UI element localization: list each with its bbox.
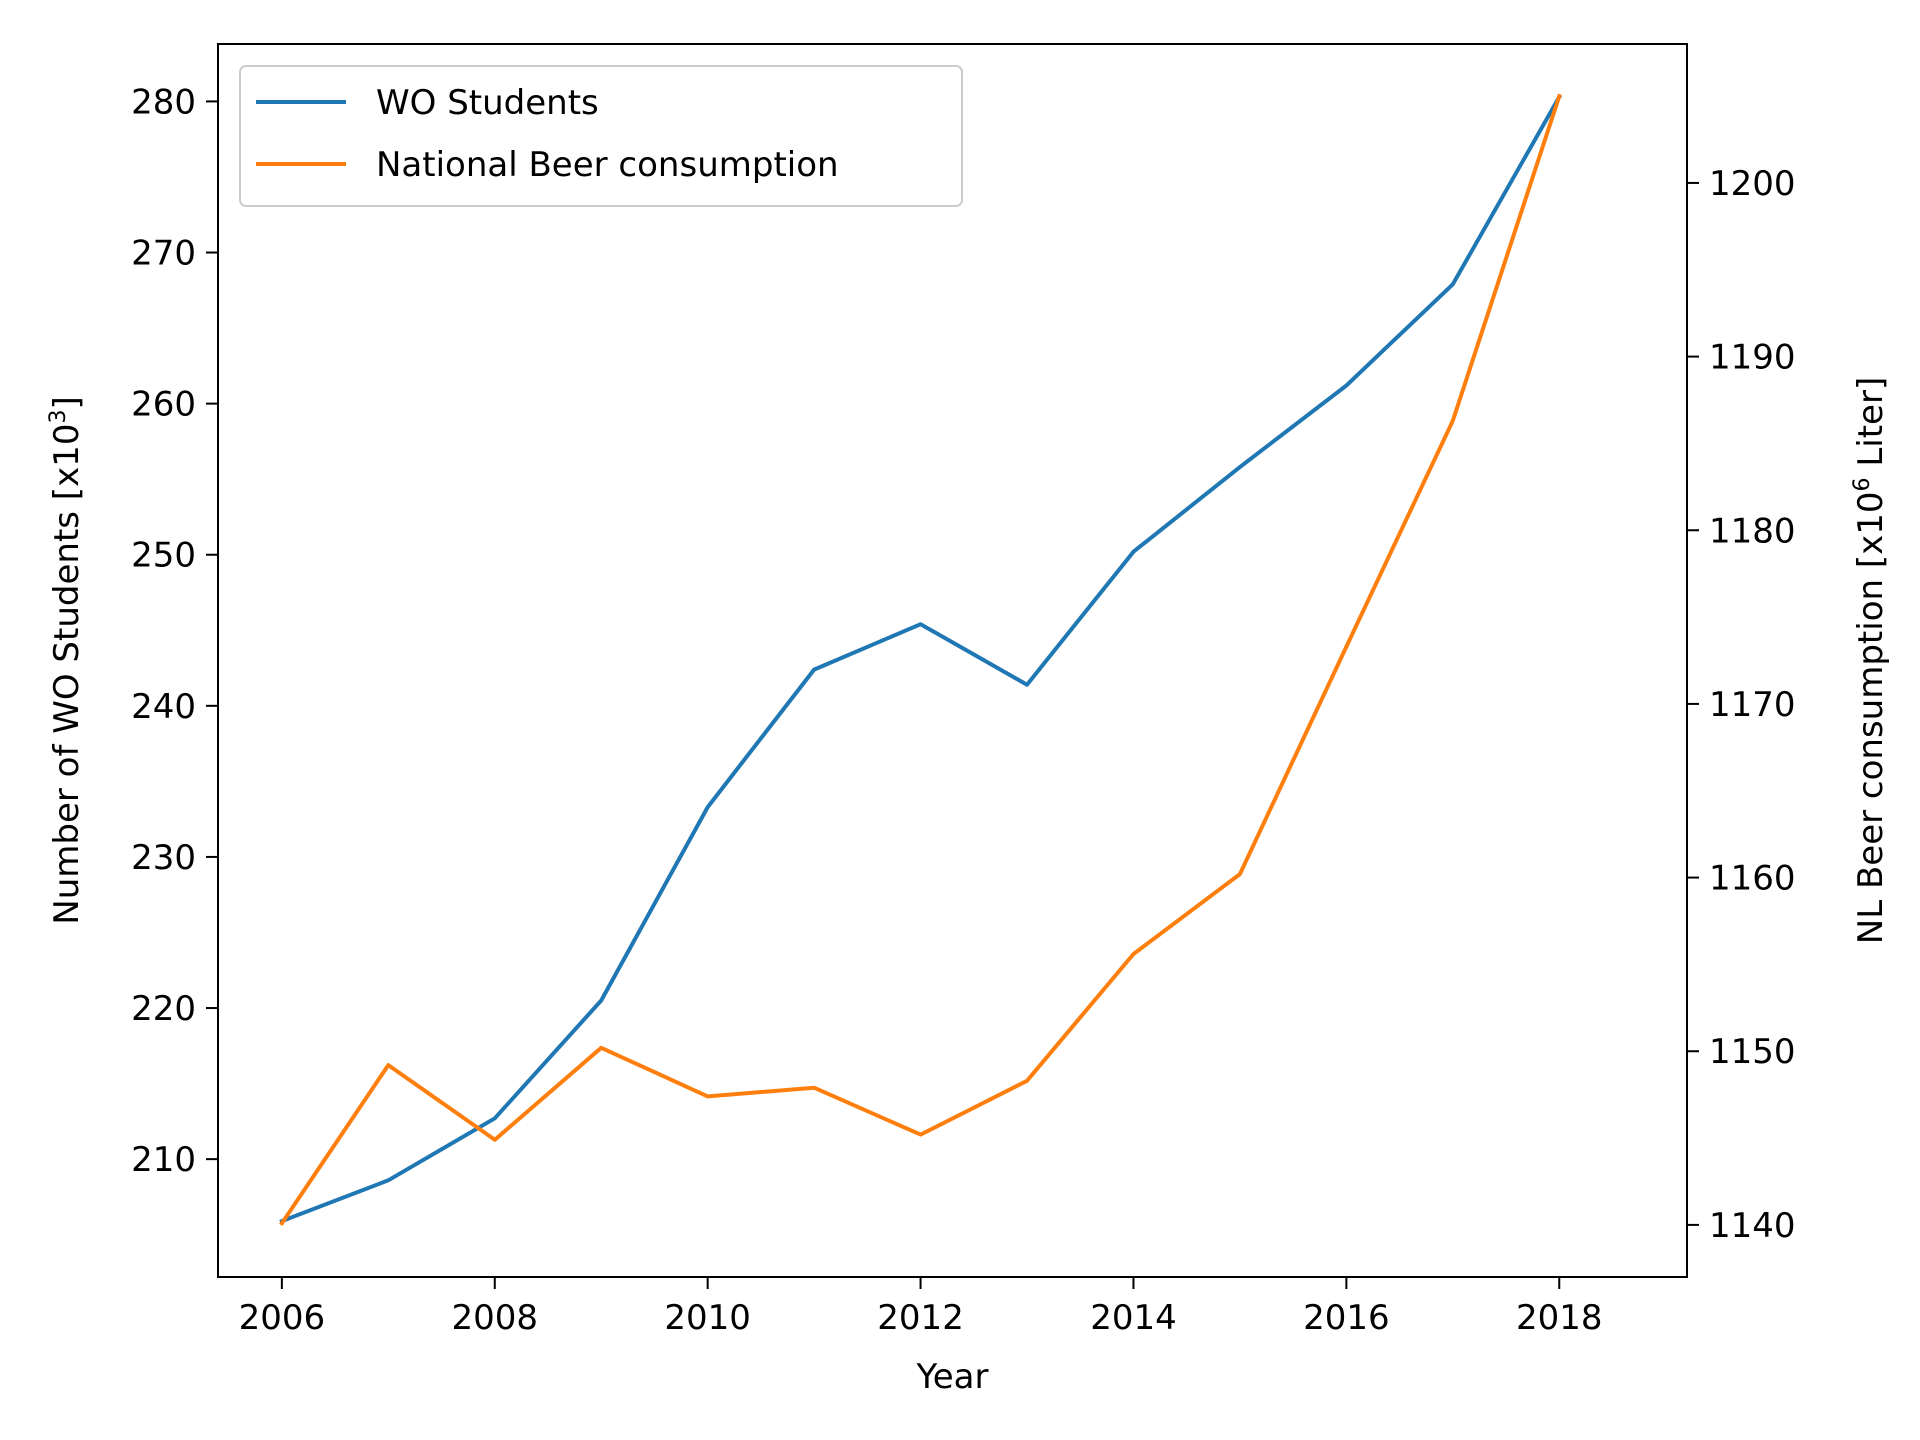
left-y-axis-label: Number of WO Students [x103] xyxy=(46,396,87,924)
left-y-tick-label: 270 xyxy=(131,234,196,274)
right-y-tick-label: 1140 xyxy=(1709,1206,1796,1246)
x-axis-label: Year xyxy=(916,1357,989,1397)
right-y-axis-label-exponent: 6 xyxy=(1850,477,1875,491)
left-y-tick-label: 280 xyxy=(131,82,196,122)
left-y-axis-label-main: Number of WO Students [x10 xyxy=(47,424,87,925)
left-y-axis-label-exponent: 3 xyxy=(46,410,71,424)
right-y-axis-label-end: Liter] xyxy=(1851,377,1891,478)
legend: WO Students National Beer consumption xyxy=(239,65,963,207)
legend-label-national-beer-consumption: National Beer consumption xyxy=(376,145,839,185)
left-y-tick-label: 210 xyxy=(131,1140,196,1180)
series-layer xyxy=(279,93,1563,1226)
left-y-axis: 210 220 230 240 250 260 270 280 xyxy=(131,82,218,1180)
right-y-tick-label: 1180 xyxy=(1709,511,1796,551)
x-tick-label: 2008 xyxy=(452,1298,539,1338)
x-tick-label: 2014 xyxy=(1090,1298,1177,1338)
right-y-axis: 1140 1150 1160 1170 1180 1190 1200 xyxy=(1687,164,1796,1246)
x-tick-label: 2010 xyxy=(664,1298,751,1338)
series-line-wo-students xyxy=(279,94,1563,1224)
left-y-tick-label: 250 xyxy=(131,536,196,576)
x-tick-label: 2016 xyxy=(1303,1298,1390,1338)
x-tick-label: 2018 xyxy=(1516,1298,1603,1338)
right-y-tick-label: 1160 xyxy=(1709,859,1796,899)
left-y-tick-label: 260 xyxy=(131,385,196,425)
x-axis: 2006 2008 2010 2012 2014 2016 2018 xyxy=(239,1277,1603,1338)
right-y-axis-label: NL Beer consumption [x106 Liter] xyxy=(1850,377,1891,944)
series-line-national-beer-consumption xyxy=(279,93,1562,1226)
x-tick-label: 2006 xyxy=(239,1298,326,1338)
plot-area-frame xyxy=(217,43,1688,1278)
right-y-tick-label: 1200 xyxy=(1709,164,1796,204)
left-y-tick-label: 240 xyxy=(131,687,196,727)
legend-box xyxy=(239,65,963,207)
right-y-tick-label: 1150 xyxy=(1709,1032,1796,1072)
right-y-axis-label-main: NL Beer consumption [x10 xyxy=(1851,491,1891,944)
left-y-tick-label: 220 xyxy=(131,989,196,1029)
x-tick-label: 2012 xyxy=(877,1298,964,1338)
legend-label-wo-students: WO Students xyxy=(376,83,599,123)
left-y-axis-label-end: ] xyxy=(47,396,87,409)
right-y-tick-label: 1190 xyxy=(1709,338,1796,378)
left-y-tick-label: 230 xyxy=(131,838,196,878)
right-y-tick-label: 1170 xyxy=(1709,685,1796,725)
